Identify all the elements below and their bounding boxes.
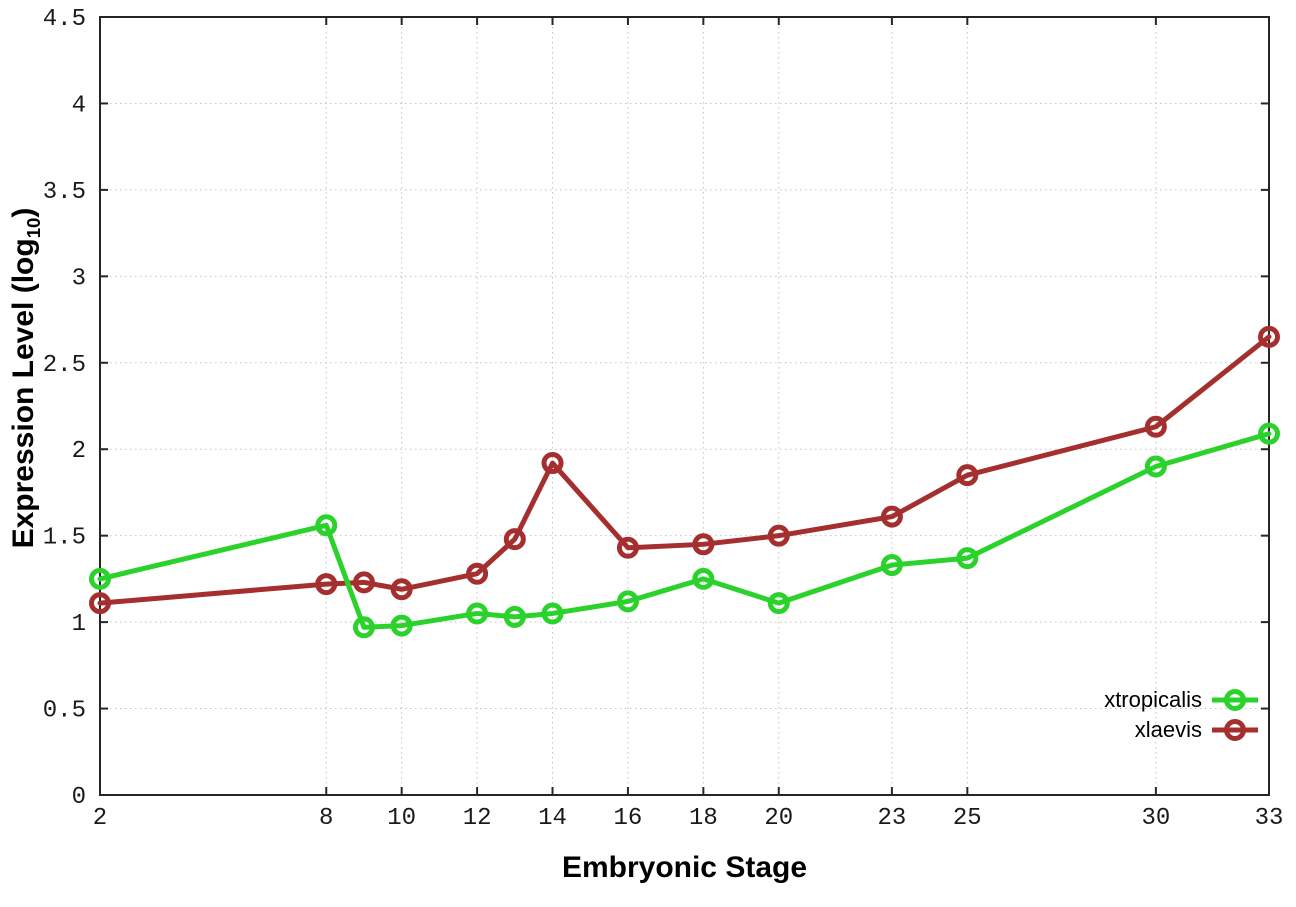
data-point-xtropicalis xyxy=(1258,422,1280,445)
y-axis-title-close: ) xyxy=(7,207,40,218)
data-point-xlaevis xyxy=(616,536,639,559)
data-point-xtropicalis xyxy=(390,614,413,637)
x-tick-label: 18 xyxy=(689,805,718,832)
x-tick-label: 23 xyxy=(877,805,906,832)
y-axis-title: Expression Level (log10) xyxy=(7,208,45,549)
data-point-xtropicalis xyxy=(315,514,338,537)
data-point-xtropicalis xyxy=(503,605,526,628)
legend: xtropicalis xlaevis xyxy=(1104,685,1259,745)
y-tick-label: 3 xyxy=(72,265,86,292)
y-tick-label: 1 xyxy=(72,611,86,638)
data-point-xlaevis xyxy=(352,571,375,594)
legend-marker-xtropicalis xyxy=(1212,689,1258,711)
data-point-xlaevis xyxy=(390,578,413,601)
legend-label-xtropicalis: xtropicalis xyxy=(1104,687,1202,712)
data-point-xtropicalis xyxy=(541,602,564,625)
legend-label-xlaevis: xlaevis xyxy=(1134,717,1202,742)
plot-border xyxy=(99,16,1270,796)
data-point-xtropicalis xyxy=(89,567,111,590)
data-point-xtropicalis xyxy=(956,547,979,570)
y-tick-label: 2 xyxy=(72,438,86,465)
x-tick-label: 8 xyxy=(319,805,333,832)
data-point-xlaevis xyxy=(1144,415,1167,438)
series-line-xtropicalis xyxy=(97,431,1272,630)
data-point-xlaevis xyxy=(692,533,715,556)
x-tick-label: 30 xyxy=(1141,805,1170,832)
x-axis-title: Embryonic Stage xyxy=(561,851,808,884)
y-tick-label: 4 xyxy=(72,92,86,119)
legend-item-xtropicalis: xtropicalis xyxy=(1104,685,1259,715)
y-tick-label: 2.5 xyxy=(43,352,86,379)
data-point-xlaevis xyxy=(767,524,790,547)
y-tick-label: 1.5 xyxy=(43,525,86,552)
data-point-xlaevis xyxy=(541,452,564,475)
x-tick-label: 25 xyxy=(953,805,982,832)
data-point-xtropicalis xyxy=(767,592,790,615)
data-point-xlaevis xyxy=(315,573,338,596)
x-tick-label: 16 xyxy=(614,805,643,832)
y-tick-label: 0.5 xyxy=(43,698,86,725)
data-point-xtropicalis xyxy=(1144,455,1167,478)
data-point-xlaevis xyxy=(956,464,979,487)
data-point-xtropicalis xyxy=(616,590,639,613)
y-axis-title-subscript: 10 xyxy=(23,217,44,239)
x-tick-label: 14 xyxy=(538,805,567,832)
y-axis-title-text: Expression Level (log xyxy=(7,238,40,549)
x-tick-label: 33 xyxy=(1255,805,1284,832)
data-point-xtropicalis xyxy=(352,616,375,639)
data-point-xtropicalis xyxy=(466,602,489,625)
x-tick-label: 2 xyxy=(93,805,107,832)
data-point-xtropicalis xyxy=(880,554,903,577)
data-point-xtropicalis xyxy=(692,567,715,590)
legend-item-xlaevis: xlaevis xyxy=(1104,715,1259,745)
data-point-xlaevis xyxy=(89,592,111,615)
data-point-xlaevis xyxy=(880,505,903,528)
y-tick-label: 0 xyxy=(72,784,86,811)
data-point-xlaevis xyxy=(1258,325,1280,348)
x-tick-label: 10 xyxy=(387,805,416,832)
legend-marker-xlaevis xyxy=(1212,719,1258,741)
series-line-xlaevis xyxy=(97,334,1272,606)
data-point-xlaevis xyxy=(503,528,526,551)
y-tick-label: 4.5 xyxy=(43,6,86,33)
x-tick-label: 20 xyxy=(764,805,793,832)
data-point-xlaevis xyxy=(466,562,489,585)
y-tick-label: 3.5 xyxy=(43,179,86,206)
x-tick-label: 12 xyxy=(463,805,492,832)
